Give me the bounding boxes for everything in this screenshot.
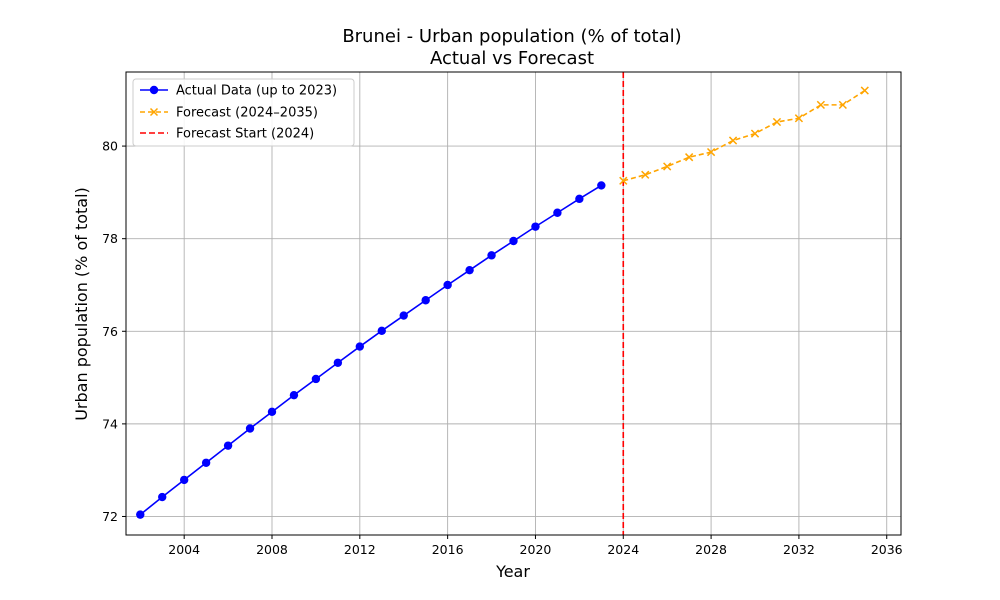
x-tick-label: 2028 <box>695 542 727 557</box>
x-tick-label: 2004 <box>168 542 200 557</box>
data-point <box>421 296 430 305</box>
axis-ticks: 2004 2008 2012 2016 2020 2024 2028 2032 2036 72 74… <box>102 139 903 557</box>
legend-label-forecast: Forecast (2024–2035) <box>176 106 318 121</box>
legend-marker-x <box>149 107 159 117</box>
plot-frame <box>125 71 902 536</box>
legend-marker-circle <box>149 85 159 95</box>
series-line-1 <box>623 89 866 182</box>
forecast-point <box>685 153 694 162</box>
data-point <box>136 510 145 519</box>
y-tick-label: 76 <box>102 324 118 339</box>
data-point <box>355 342 365 351</box>
data-point <box>575 194 584 204</box>
grid <box>126 72 901 535</box>
forecast-point <box>772 117 782 127</box>
y-axis-label: Urban population (% of total) <box>72 187 91 421</box>
legend-label-forecast-start: Forecast Start (2024) <box>176 127 314 142</box>
series-layer <box>136 72 869 535</box>
data-point <box>201 458 211 467</box>
y-tick-label: 74 <box>102 416 118 431</box>
forecast-point <box>816 100 825 110</box>
forecast-point <box>838 100 847 110</box>
forecast-point <box>860 86 869 95</box>
x-axis-label: Year <box>495 562 530 581</box>
series-line-0 <box>139 184 602 516</box>
data-point <box>597 181 606 190</box>
forecast-point <box>641 170 650 179</box>
data-point <box>311 374 321 384</box>
x-tick-label: 2032 <box>783 542 815 557</box>
y-tick-label: 78 <box>102 231 118 246</box>
data-point <box>158 492 167 502</box>
legend-entry-actual: Actual Data (up to 2023) <box>140 84 337 99</box>
legend-box <box>132 78 355 147</box>
forecast-point <box>794 114 804 123</box>
data-point <box>399 311 408 320</box>
forecast-point <box>706 147 716 157</box>
data-point <box>553 208 562 217</box>
y-tick-label: 72 <box>102 509 118 524</box>
forecast-point <box>750 129 760 138</box>
x-tick-label: 2036 <box>871 542 903 557</box>
x-tick-label: 2020 <box>520 542 552 557</box>
data-point <box>443 280 452 290</box>
forecast-point <box>619 176 628 185</box>
legend: Actual Data (up to 2023) Forecast (2024–… <box>132 78 355 147</box>
data-point <box>487 251 496 260</box>
data-point <box>245 424 255 433</box>
x-tick-label: 2024 <box>607 542 639 557</box>
chart-subtitle: Actual vs Forecast <box>430 48 594 69</box>
data-point <box>333 358 343 367</box>
legend-label-actual: Actual Data (up to 2023) <box>176 84 337 99</box>
data-point <box>377 326 386 336</box>
data-point <box>179 475 189 485</box>
data-point <box>267 407 277 417</box>
x-tick-label: 2016 <box>432 542 464 557</box>
data-point <box>509 236 518 246</box>
data-point <box>465 265 474 275</box>
x-tick-label: 2008 <box>256 542 288 557</box>
y-tick-label: 80 <box>102 139 118 154</box>
chart-title: Brunei - Urban population (% of total) <box>342 26 681 47</box>
x-tick-label: 2012 <box>344 542 376 557</box>
legend-entry-forecast: Forecast (2024–2035) <box>140 106 318 121</box>
data-point <box>289 390 299 400</box>
forecast-point <box>663 162 672 171</box>
forecast-point <box>728 136 738 145</box>
data-point <box>223 441 233 450</box>
data-point <box>531 222 540 231</box>
legend-entry-forecast-start: Forecast Start (2024) <box>140 127 314 142</box>
